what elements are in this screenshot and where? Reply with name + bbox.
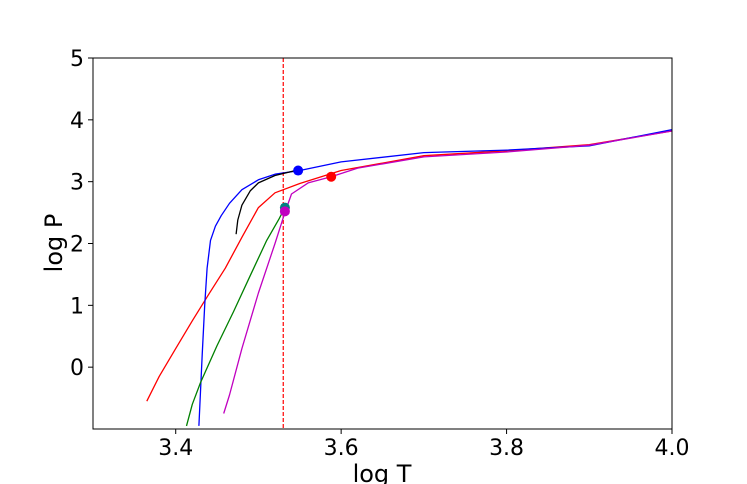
series-line-4 [185, 207, 286, 427]
y-tick-label-1: 0 [70, 356, 84, 381]
series-line-2 [198, 129, 672, 426]
x-tick-label-3: 3.8 [489, 436, 524, 461]
y-tick-label-5: 4 [70, 109, 84, 134]
series-line-5 [223, 130, 672, 414]
series-line-3 [235, 169, 296, 235]
y-tick-label-2: 1 [70, 294, 84, 319]
y-axis-label: log P [40, 214, 68, 273]
marker-point-2 [326, 171, 337, 182]
x-axis-label: log T [353, 460, 412, 484]
y-tick-label-6: 5 [70, 47, 84, 72]
series-line-1 [146, 130, 672, 402]
x-tick-label-2: 3.6 [324, 436, 359, 461]
y-tick-label-4: 3 [70, 171, 84, 196]
x-tick-label-1: 3.4 [158, 436, 193, 461]
x-tick-label-4: 4.0 [655, 436, 690, 461]
marker-point-4 [279, 206, 290, 217]
plot-area [93, 58, 672, 429]
marker-point-1 [293, 165, 304, 176]
y-tick-label-3: 2 [70, 233, 84, 258]
